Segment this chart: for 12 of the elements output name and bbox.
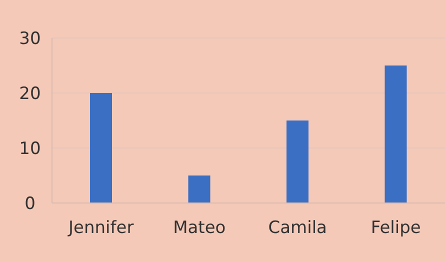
bar (384, 66, 407, 203)
bar (286, 120, 308, 203)
y-tick-label: 0 (24, 194, 36, 214)
x-tick-label: Mateo (173, 218, 226, 238)
y-tick-label: 10 (19, 139, 41, 160)
x-tick-label: Felipe (370, 218, 421, 238)
x-tick-label: Jennifer (68, 218, 134, 238)
bar (188, 176, 210, 203)
y-tick-label: 20 (19, 84, 41, 104)
y-tick-label: 30 (19, 29, 41, 50)
x-tick-label: Camila (268, 218, 327, 238)
bar (90, 93, 112, 203)
